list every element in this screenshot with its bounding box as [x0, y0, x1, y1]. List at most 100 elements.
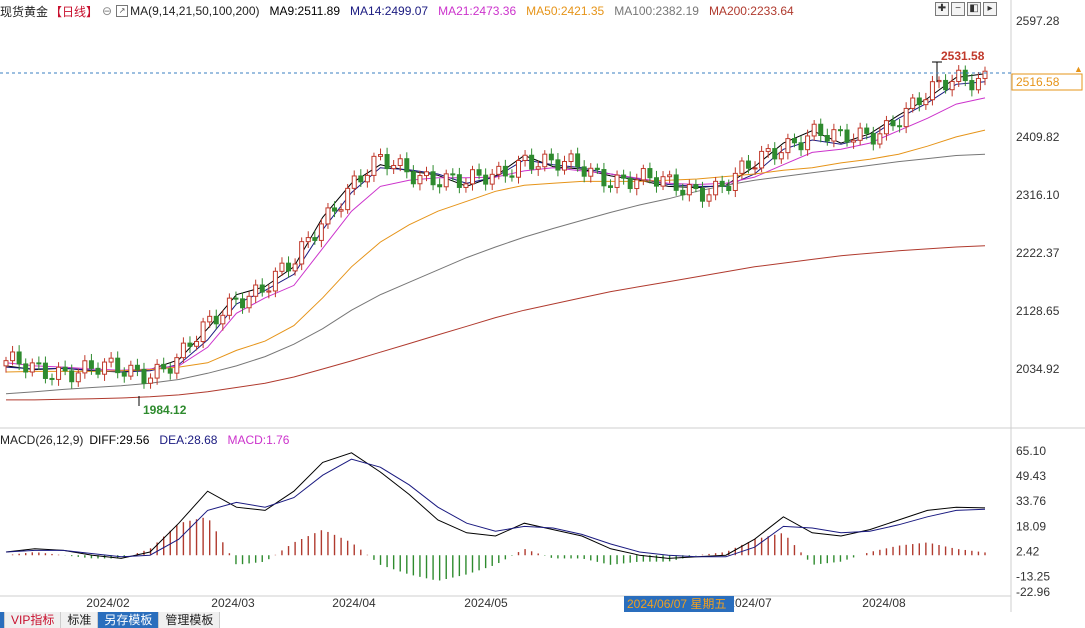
- candle-body: [529, 154, 535, 170]
- candle-body: [719, 180, 725, 187]
- candle-body: [588, 167, 594, 177]
- candle-body: [634, 179, 640, 190]
- candle-body: [325, 207, 331, 225]
- ma-line-ma21: [5, 97, 986, 371]
- chart-svg[interactable]: 2597.28 2409.82 2316.10 2222.37 2128.65 2034.…: [0, 0, 1085, 612]
- candle-body: [161, 363, 167, 370]
- candle-body: [575, 153, 581, 168]
- candle-body: [213, 315, 219, 325]
- x-tick-label: 2024/02: [86, 596, 130, 610]
- candle-body: [489, 173, 495, 185]
- candle-body: [456, 174, 462, 188]
- tab-edge[interactable]: [0, 612, 5, 628]
- candle-body: [548, 153, 554, 161]
- candle-body: [831, 129, 837, 142]
- candle-body: [338, 209, 344, 212]
- chart-toolbar: ✚ − ◧ ▸: [935, 2, 997, 16]
- candle-body: [693, 184, 699, 189]
- macd-line-dea: [5, 458, 986, 558]
- ma-line-ma100: [5, 153, 986, 395]
- candle-body: [791, 138, 797, 144]
- settings-icon[interactable]: ⊖: [102, 4, 113, 18]
- period-label[interactable]: 【日线】: [50, 4, 99, 19]
- ma-line-ma200: [6, 245, 986, 401]
- candle-body: [647, 168, 653, 179]
- indicator-icon[interactable]: ↗: [116, 5, 129, 17]
- candle-body: [332, 207, 338, 212]
- candle-body: [614, 174, 620, 188]
- candle-body: [305, 237, 311, 243]
- main-chart-header: 现货黄金 【日线】 ⊖ ↗ MA(9,14,21,50,100,200) MA9…: [0, 1, 804, 21]
- candle-body: [463, 183, 469, 188]
- candle-body: [424, 171, 430, 177]
- candle-body: [870, 132, 876, 145]
- candle-body: [726, 185, 732, 191]
- next-icon[interactable]: ▸: [983, 2, 997, 16]
- bottom-tabs: VIP指标 标准 另存模板 管理模板: [0, 612, 221, 628]
- macd-dea-value: DEA:28.68: [159, 433, 218, 447]
- candle-body: [502, 165, 508, 177]
- candle-body: [180, 342, 186, 359]
- candles: [3, 65, 988, 389]
- tab-standard[interactable]: 标准: [61, 612, 99, 628]
- candle-body: [745, 160, 751, 169]
- candle-body: [108, 357, 114, 363]
- candle-body: [404, 158, 410, 173]
- last-price-label: 2516.58: [1016, 75, 1060, 89]
- candle-body: [890, 120, 896, 127]
- y-tick-label: 2409.82: [1016, 130, 1060, 144]
- candle-body: [141, 368, 147, 384]
- candle-body: [522, 154, 528, 161]
- candle-body: [384, 154, 390, 170]
- candle-body: [36, 362, 42, 365]
- candle-body: [653, 177, 659, 187]
- candle-body: [279, 262, 285, 272]
- candle-body: [713, 180, 719, 196]
- candle-body: [883, 120, 889, 135]
- candle-body: [844, 129, 850, 143]
- minus-icon[interactable]: −: [951, 2, 965, 16]
- tab-save-template[interactable]: 另存模板: [98, 612, 160, 628]
- candle-body: [286, 262, 292, 272]
- ma-line-ma50: [5, 129, 986, 373]
- candle-body: [851, 139, 857, 143]
- candle-body: [102, 361, 108, 375]
- ma100-value: MA100:2382.19: [614, 4, 699, 18]
- crosshair-date-box: [624, 596, 734, 612]
- macd-y-tick-label: 18.09: [1016, 519, 1046, 533]
- candle-body: [759, 150, 765, 169]
- ma-params-label: MA(9,14,21,50,100,200): [130, 4, 260, 18]
- candle-body: [470, 169, 476, 185]
- candle-body: [752, 167, 758, 170]
- candle-body: [640, 168, 646, 181]
- candle-body: [555, 159, 561, 171]
- candle-body: [443, 173, 449, 188]
- last-price-arrow-icon: ▲: [1074, 64, 1083, 74]
- candle-body: [509, 175, 515, 178]
- crosshair-icon[interactable]: ✚: [935, 2, 949, 16]
- candle-body: [699, 187, 705, 202]
- candle-body: [29, 362, 35, 373]
- tab-vip[interactable]: VIP指标: [5, 612, 62, 628]
- prev-icon[interactable]: ◧: [967, 2, 981, 16]
- candle-body: [312, 237, 318, 241]
- candle-body: [10, 351, 16, 362]
- candle-body: [253, 284, 259, 297]
- tab-manage-template[interactable]: 管理模板: [159, 612, 221, 628]
- macd-params-label: MACD(26,12,9): [0, 433, 84, 447]
- candle-body: [943, 79, 949, 91]
- candle-body: [818, 123, 824, 136]
- candle-body: [23, 363, 29, 373]
- candle-body: [686, 184, 692, 196]
- candle-body: [949, 80, 955, 91]
- candle-body: [956, 69, 962, 82]
- candle-body: [772, 148, 778, 160]
- y-tick-label: 2316.10: [1016, 188, 1060, 202]
- candle-body: [581, 166, 587, 177]
- candle-body: [194, 341, 200, 347]
- ma-line-ma14: [5, 81, 986, 373]
- candle-body: [16, 351, 22, 365]
- candle-body: [417, 175, 423, 185]
- candle-body: [318, 223, 324, 241]
- candle-body: [272, 270, 278, 292]
